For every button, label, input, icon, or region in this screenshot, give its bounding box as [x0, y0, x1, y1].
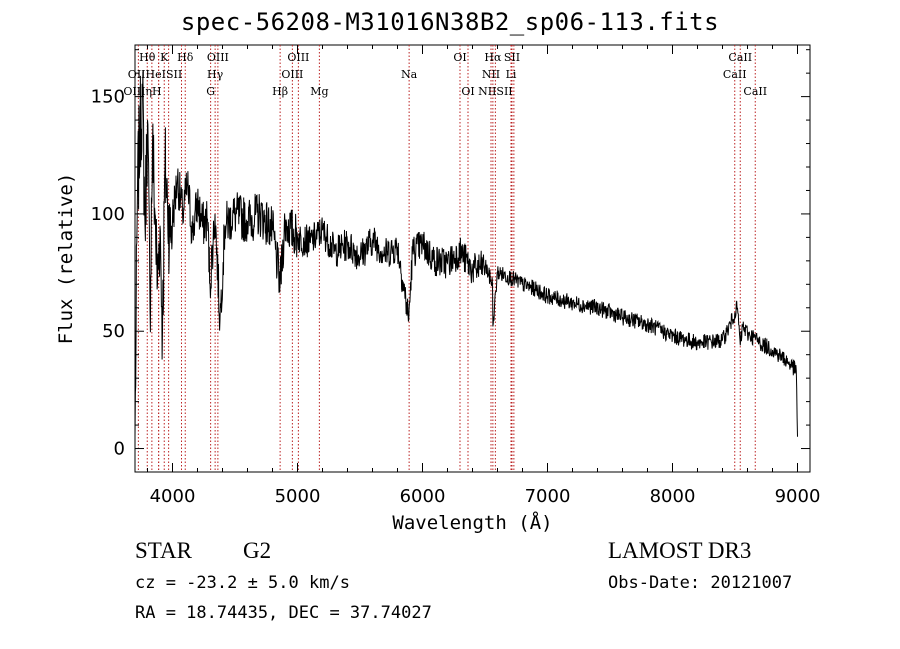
y-tick-label: 0: [114, 439, 125, 460]
object-subclass: G2: [243, 538, 272, 563]
x-tick-label: 5000: [275, 486, 321, 507]
obs-date-text: Obs-Date: 20121007: [608, 573, 793, 593]
line-label: OI: [453, 51, 466, 64]
redshift-text: cz = -23.2 ± 5.0 km/s: [135, 573, 350, 593]
line-label: OIII: [281, 68, 303, 81]
line-label: CaII: [743, 85, 767, 98]
line-label: CaII: [728, 51, 752, 64]
line-label: OIII: [207, 51, 229, 64]
line-label: Hγ: [207, 68, 224, 81]
y-tick-label: 50: [102, 321, 125, 342]
plot-frame: [134, 44, 811, 473]
y-tick-label: 150: [91, 87, 125, 108]
line-label: Hθ: [139, 51, 156, 64]
y-tick-label: 100: [91, 204, 125, 225]
line-label: G: [206, 85, 215, 98]
line-label: NIISII: [478, 85, 513, 98]
x-axis-label: Wavelength (Å): [392, 511, 552, 534]
survey-label: LAMOST DR3: [608, 538, 752, 563]
line-label: Mg: [310, 85, 328, 98]
x-tick-label: 7000: [525, 486, 571, 507]
line-label: K: [160, 51, 169, 64]
object-class: STAR: [135, 538, 192, 563]
line-label: Li: [506, 68, 517, 81]
chart-title: spec-56208-M31016N38B2_sp06-113.fits: [180, 8, 720, 36]
line-label: OI: [461, 85, 474, 98]
line-label: Hβ: [272, 85, 288, 98]
line-label: Hα: [484, 51, 502, 64]
line-label: OIIHeISII: [128, 68, 182, 81]
line-label: OIII: [287, 51, 309, 64]
line-label: NII: [482, 68, 500, 81]
line-label: Hδ: [177, 51, 194, 64]
x-tick-label: 6000: [400, 486, 446, 507]
x-tick-label: 4000: [150, 486, 196, 507]
y-axis-label: Flux (relative): [55, 173, 77, 345]
line-label: CaII: [723, 68, 747, 81]
coords-text: RA = 18.74435, DEC = 37.74027: [135, 603, 432, 623]
x-tick-label: 9000: [775, 486, 821, 507]
line-label: Na: [401, 68, 418, 81]
x-tick-label: 8000: [650, 486, 696, 507]
spectrum-line: [134, 71, 798, 437]
line-label: SII: [504, 51, 520, 64]
